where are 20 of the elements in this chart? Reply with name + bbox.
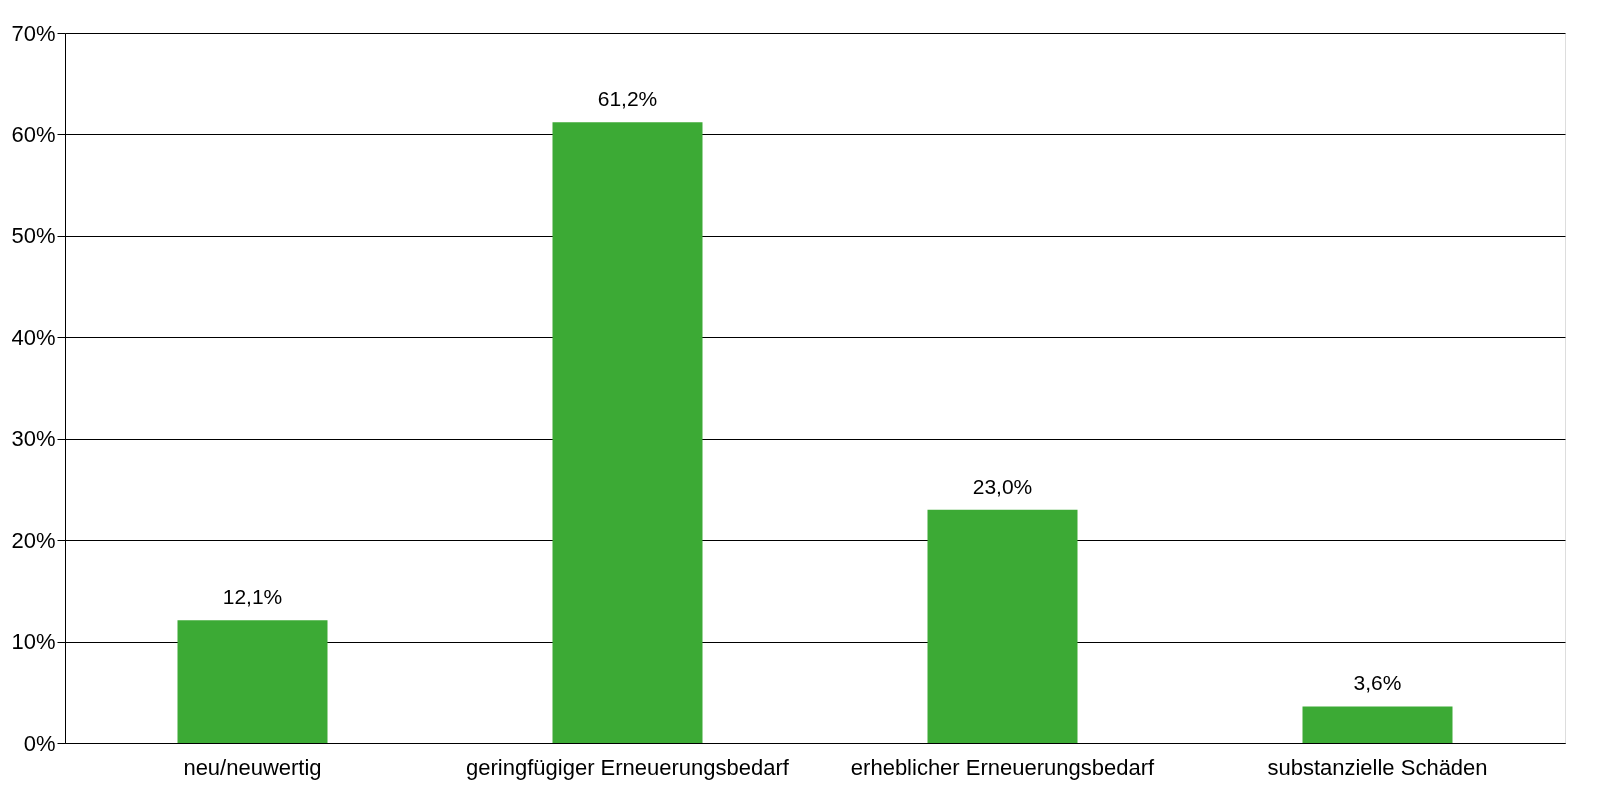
- bar: [177, 620, 328, 743]
- x-tick-label: geringfügiger Erneuerungsbedarf: [466, 754, 790, 780]
- y-tick-label: 50%: [11, 223, 56, 249]
- x-tick-label: substanzielle Schäden: [1267, 754, 1488, 780]
- y-tick-label: 60%: [11, 121, 56, 147]
- y-tick-label: 30%: [11, 426, 56, 452]
- data-label: 3,6%: [1353, 671, 1402, 695]
- y-tick-label: 70%: [11, 20, 56, 46]
- data-label: 61,2%: [597, 87, 658, 111]
- y-tick-label: 0%: [23, 730, 56, 756]
- y-tick-label: 10%: [11, 629, 56, 655]
- y-tick-label: 40%: [11, 324, 56, 350]
- bar: [927, 509, 1078, 743]
- y-tick-label: 20%: [11, 527, 56, 553]
- bar: [1302, 706, 1453, 743]
- bar: [552, 122, 703, 743]
- x-tick-label: erheblicher Erneuerungsbedarf: [850, 754, 1156, 780]
- data-label: 23,0%: [972, 474, 1033, 498]
- x-tick-label: neu/neuwertig: [183, 754, 322, 780]
- data-label: 12,1%: [222, 585, 283, 609]
